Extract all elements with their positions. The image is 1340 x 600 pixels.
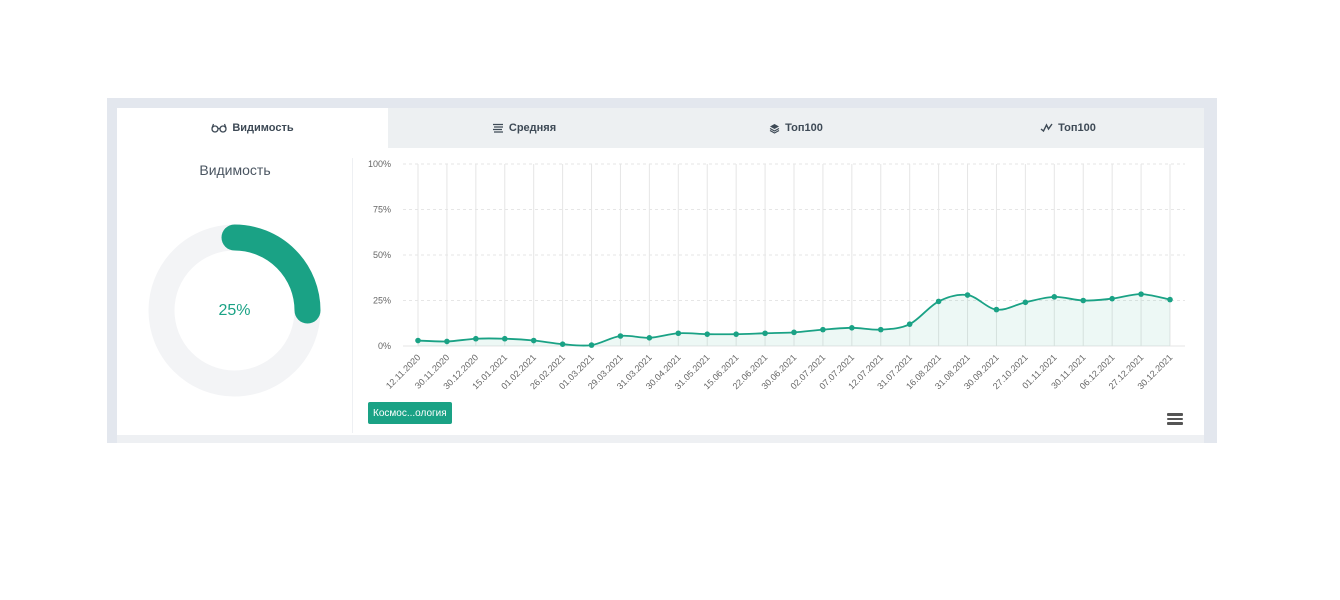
data-point: [877, 326, 884, 333]
data-point: [820, 326, 826, 333]
y-tick-label: 75%: [373, 205, 391, 215]
data-point: [906, 321, 913, 327]
data-point: [501, 335, 508, 342]
data-point: [964, 292, 971, 298]
divider: [352, 158, 353, 433]
data-point: [415, 337, 421, 344]
layers-icon: [769, 123, 780, 134]
y-tick-label: 100%: [368, 159, 391, 169]
data-point: [935, 298, 942, 305]
series-area: [418, 294, 1170, 346]
legend-series-toggle[interactable]: Космос...ология: [368, 402, 452, 424]
data-point: [1080, 297, 1087, 304]
y-tick-label: 25%: [373, 296, 391, 306]
data-point: [588, 342, 595, 348]
bars-icon: [492, 123, 503, 133]
data-point: [646, 335, 653, 341]
pulse-icon: [1040, 123, 1053, 133]
data-point: [1167, 296, 1173, 303]
tab-label: Видимость: [232, 122, 294, 134]
data-point: [444, 338, 450, 345]
data-point: [993, 306, 1000, 313]
data-point: [1051, 294, 1058, 300]
data-point: [473, 335, 479, 342]
data-point: [559, 341, 566, 347]
chart-menu-icon[interactable]: [1166, 411, 1184, 427]
data-point: [791, 329, 797, 336]
gauge-arc: [221, 224, 321, 324]
y-tick-label: 0%: [378, 341, 391, 351]
gauge-value: 25%: [218, 301, 251, 319]
data-point: [762, 330, 768, 337]
tab-top100[interactable]: Топ100: [660, 108, 932, 148]
data-point: [530, 337, 537, 344]
y-tick-label: 50%: [373, 250, 391, 260]
data-point: [1138, 291, 1144, 297]
data-point: [1022, 299, 1029, 306]
data-point: [849, 325, 855, 331]
tab-visibility[interactable]: Видимость: [117, 108, 388, 148]
visibility-title: Видимость: [199, 162, 271, 178]
data-point: [1109, 295, 1115, 302]
tab-top100-trend[interactable]: Топ100: [932, 108, 1204, 148]
data-point: [733, 331, 739, 337]
panel-footer: [117, 435, 1204, 443]
tab-bar: Видимость Средняя Топ100 Топ100: [117, 108, 1204, 148]
tab-average[interactable]: Средняя: [388, 108, 660, 148]
visibility-gauge: 25%: [147, 223, 322, 398]
tab-label: Топ100: [1058, 122, 1096, 134]
data-point: [617, 333, 624, 339]
visibility-chart: 0%25%50%75%100%12.11.202030.11.202030.12…: [368, 159, 1185, 391]
data-point: [704, 331, 711, 337]
glasses-icon: [211, 123, 227, 133]
data-point: [675, 330, 682, 337]
tab-label: Средняя: [508, 122, 557, 134]
tab-label: Топ100: [785, 122, 823, 134]
visibility-panel: Видимость Средняя Топ100 Топ100 Видимост…: [117, 108, 1204, 435]
